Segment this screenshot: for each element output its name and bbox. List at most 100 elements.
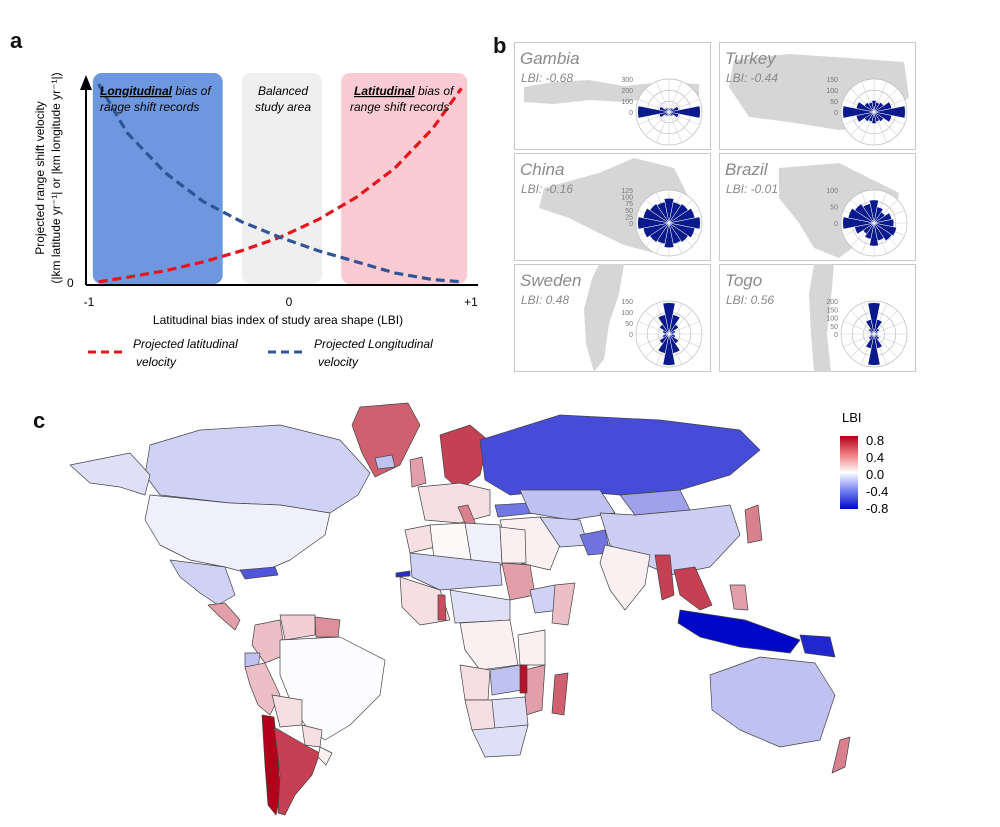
rose-petal [663, 222, 675, 248]
rose-tick: 0 [834, 221, 838, 228]
legend-latitudinal-line2: velocity [136, 355, 177, 369]
rose-petal [873, 222, 897, 237]
country-chile [261, 714, 281, 816]
inset-lbi-value: LBI: -0.68 [521, 71, 573, 85]
x-tick-minus-1: -1 [84, 295, 95, 309]
inset-turkey: 150 100 50 0 Turkey LBI: -0.44 [719, 42, 916, 150]
inset-country-name: Brazil [725, 160, 769, 179]
rose-petal [868, 333, 875, 340]
inset-country-name: China [520, 160, 564, 179]
rose-petal [668, 329, 676, 335]
rose-petal [847, 207, 875, 224]
inset-lbi-value: LBI: -0.16 [521, 182, 573, 196]
rose-tick: 0 [629, 221, 633, 228]
rose-tick: 300 [621, 77, 633, 84]
rose-petal [864, 102, 875, 113]
region-longitudinal-line1: Longitudinal bias of [100, 84, 212, 98]
rose-petal [862, 203, 875, 224]
country-peru [244, 662, 281, 716]
rose-tick: 125 [621, 188, 633, 195]
panel-c-letter: c [33, 408, 46, 433]
rose-petal [662, 333, 670, 339]
inset-country-name: Gambia [520, 49, 580, 68]
inset-lbi-value: LBI: 0.56 [726, 293, 774, 307]
inset-brazil: 100 50 0 Brazil LBI: -0.01 [719, 153, 916, 261]
rose-petal [668, 111, 674, 117]
country-vietnam [673, 566, 713, 611]
rose-tick: 100 [621, 99, 633, 106]
rose-petal [666, 107, 670, 113]
rose-petal [637, 216, 670, 230]
country-libya [464, 522, 503, 566]
rose-petal [855, 101, 875, 113]
rose-tick: 25 [625, 214, 633, 221]
country-namibia [464, 699, 496, 731]
country-western-europe [417, 482, 491, 524]
country-papua-new-guinea [799, 634, 836, 658]
rose-petal [668, 222, 689, 243]
legend-tick-0.8: 0.8 [866, 433, 884, 448]
rose-petal [842, 105, 875, 119]
rose-tick: 50 [830, 205, 838, 212]
inset-sweden: 150 100 50 0 Sweden LBI: 0.48 [514, 264, 711, 372]
country-somalia [551, 582, 576, 626]
region-longitudinal-line2: range shift records [100, 100, 199, 114]
rose-tick: 50 [830, 99, 838, 106]
rose-petal [649, 203, 670, 224]
legend-colorbar [840, 436, 858, 509]
rose-petal [873, 222, 893, 242]
rose-tick: 0 [629, 332, 633, 339]
inset-lbi-value: LBI: 0.48 [521, 293, 569, 307]
region-balanced-line1: Balanced [258, 84, 308, 98]
legend-tick-0.0: 0.0 [866, 467, 884, 482]
country-west-africa [399, 576, 451, 626]
rose-petal [842, 216, 875, 230]
rose-petal [873, 206, 884, 224]
inset-lbi-value: LBI: -0.44 [726, 71, 778, 85]
rose-petal [869, 199, 879, 224]
rose-tick: 75 [625, 201, 633, 208]
rose-petal [865, 319, 875, 335]
country-brazil [279, 636, 386, 741]
region-latitudinal-line2: range shift records [350, 100, 449, 114]
country-new-zealand [831, 736, 851, 774]
region-latitudinal-line1: Latitudinal bias of [354, 84, 455, 98]
rose-petal [871, 100, 877, 113]
rose-petal [657, 333, 670, 354]
legend-latitudinal-line1: Projected latitudinal [133, 337, 238, 351]
country-southern-africa [489, 696, 529, 731]
x-tick-0: 0 [286, 295, 293, 309]
legend-tick-0.4: 0.4 [866, 450, 884, 465]
inset-country-name: Turkey [725, 49, 777, 68]
rose-petal [663, 198, 675, 224]
country-alaska [69, 452, 151, 496]
rose-petal [873, 319, 883, 335]
rose-petal [668, 324, 679, 335]
rose-petal [873, 105, 906, 119]
country-united-kingdom [409, 456, 427, 488]
rose-petal [869, 222, 879, 247]
country-japan [744, 504, 763, 544]
rose-petal [864, 222, 875, 240]
country-central-africa [449, 589, 511, 624]
rose-tick: 50 [625, 208, 633, 215]
rose-petal [656, 201, 670, 224]
rose-petal [871, 111, 877, 124]
rose-petal [867, 302, 881, 335]
panel-a-chart: Longitudinal bias of range shift records… [33, 72, 478, 369]
country-zambia [489, 664, 523, 696]
country-togo [437, 594, 447, 621]
rose-petal [868, 101, 875, 113]
rose-petal [865, 333, 875, 349]
country-sahel [409, 552, 503, 591]
country-congo [459, 619, 519, 671]
country-egypt [499, 526, 527, 564]
country-shape [809, 264, 834, 372]
legend-longitudinal-line2: velocity [318, 355, 359, 369]
rose-tick: 150 [826, 307, 838, 314]
rose-tick: 100 [826, 88, 838, 95]
country-kazakhstan [519, 489, 616, 521]
country-india [599, 544, 651, 611]
inset-country-name: Sweden [520, 271, 581, 290]
rose-petal [657, 314, 670, 335]
